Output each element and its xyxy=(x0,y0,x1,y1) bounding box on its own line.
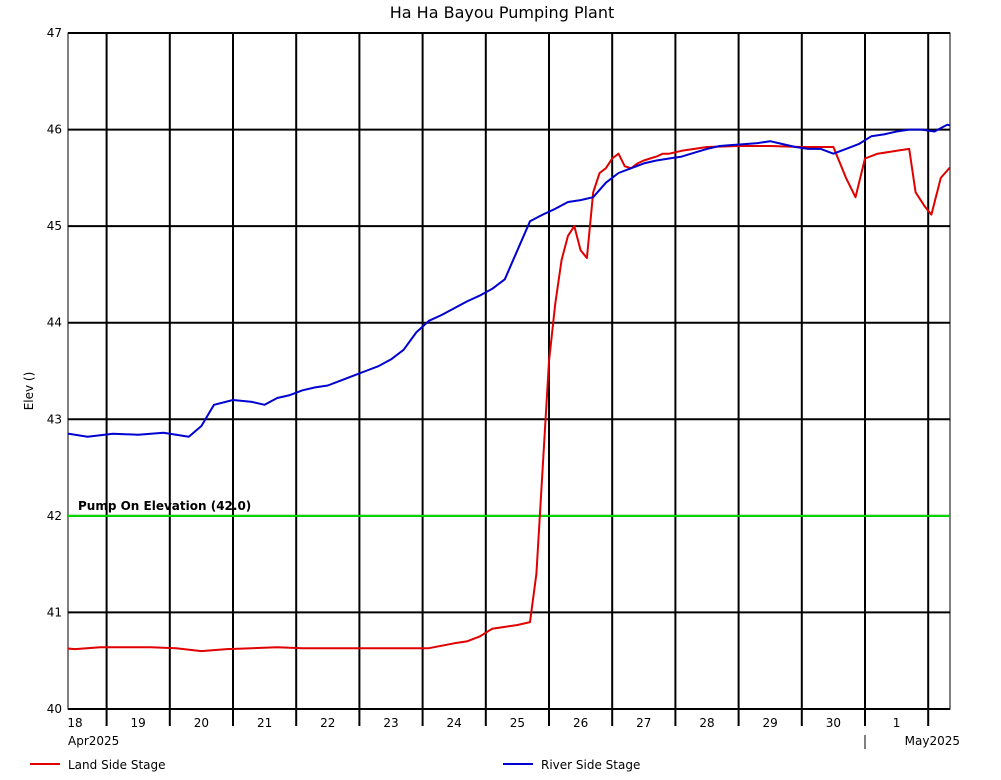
x-tick-label-22: 22 xyxy=(320,716,335,730)
plot-area xyxy=(67,32,951,710)
y-tick-label-44: 44 xyxy=(47,316,62,330)
series-lines xyxy=(68,123,950,653)
x-tick-label-23: 23 xyxy=(383,716,398,730)
x-tick-label-27: 27 xyxy=(636,716,651,730)
x-tick-labels: 18 19 20 21 22 23 24 25 26 27 28 29 30 1 Apr2025 May202… xyxy=(67,716,960,749)
pump-on-annotation: Pump On Elevation (42.0) xyxy=(78,499,251,513)
x-tick-label-26: 26 xyxy=(573,716,588,730)
legend: Land Side Stage River Side Stage xyxy=(30,758,640,772)
y-tick-labels: 40 41 42 43 44 45 46 47 xyxy=(47,26,62,716)
vertical-gridlines xyxy=(105,33,930,726)
x-month-label-Apr2025: Apr2025 xyxy=(68,734,119,748)
x-month-label-May2025: May2025 xyxy=(905,734,960,748)
x-tick-label-20: 20 xyxy=(194,716,209,730)
x-tick-label-18: 18 xyxy=(67,716,82,730)
x-tick-label-25: 25 xyxy=(510,716,525,730)
y-tick-label-41: 41 xyxy=(47,605,62,619)
y-tick-label-46: 46 xyxy=(47,123,62,137)
x-tick-label-1: 1 xyxy=(893,716,901,730)
plot-frame xyxy=(67,32,951,710)
x-tick-label-21: 21 xyxy=(257,716,272,730)
chart-title: Ha Ha Bayou Pumping Plant xyxy=(390,3,615,22)
x-tick-label-24: 24 xyxy=(447,716,462,730)
series-line-river-side-stage xyxy=(68,123,950,438)
series-line-land-side-stage xyxy=(68,145,950,653)
legend-label-river-side-stage: River Side Stage xyxy=(541,758,640,772)
legend-label-land-side-stage: Land Side Stage xyxy=(68,758,166,772)
y-axis-label: Elev () xyxy=(22,372,36,411)
y-tick-label-40: 40 xyxy=(47,702,62,716)
y-tick-label-47: 47 xyxy=(47,26,62,40)
y-tick-label-45: 45 xyxy=(47,219,62,233)
y-tick-label-42: 42 xyxy=(47,509,62,523)
x-tick-label-29: 29 xyxy=(763,716,778,730)
x-tick-label-28: 28 xyxy=(699,716,714,730)
y-tick-label-43: 43 xyxy=(47,412,62,426)
x-tick-label-30: 30 xyxy=(826,716,841,730)
x-tick-label-19: 19 xyxy=(131,716,146,730)
